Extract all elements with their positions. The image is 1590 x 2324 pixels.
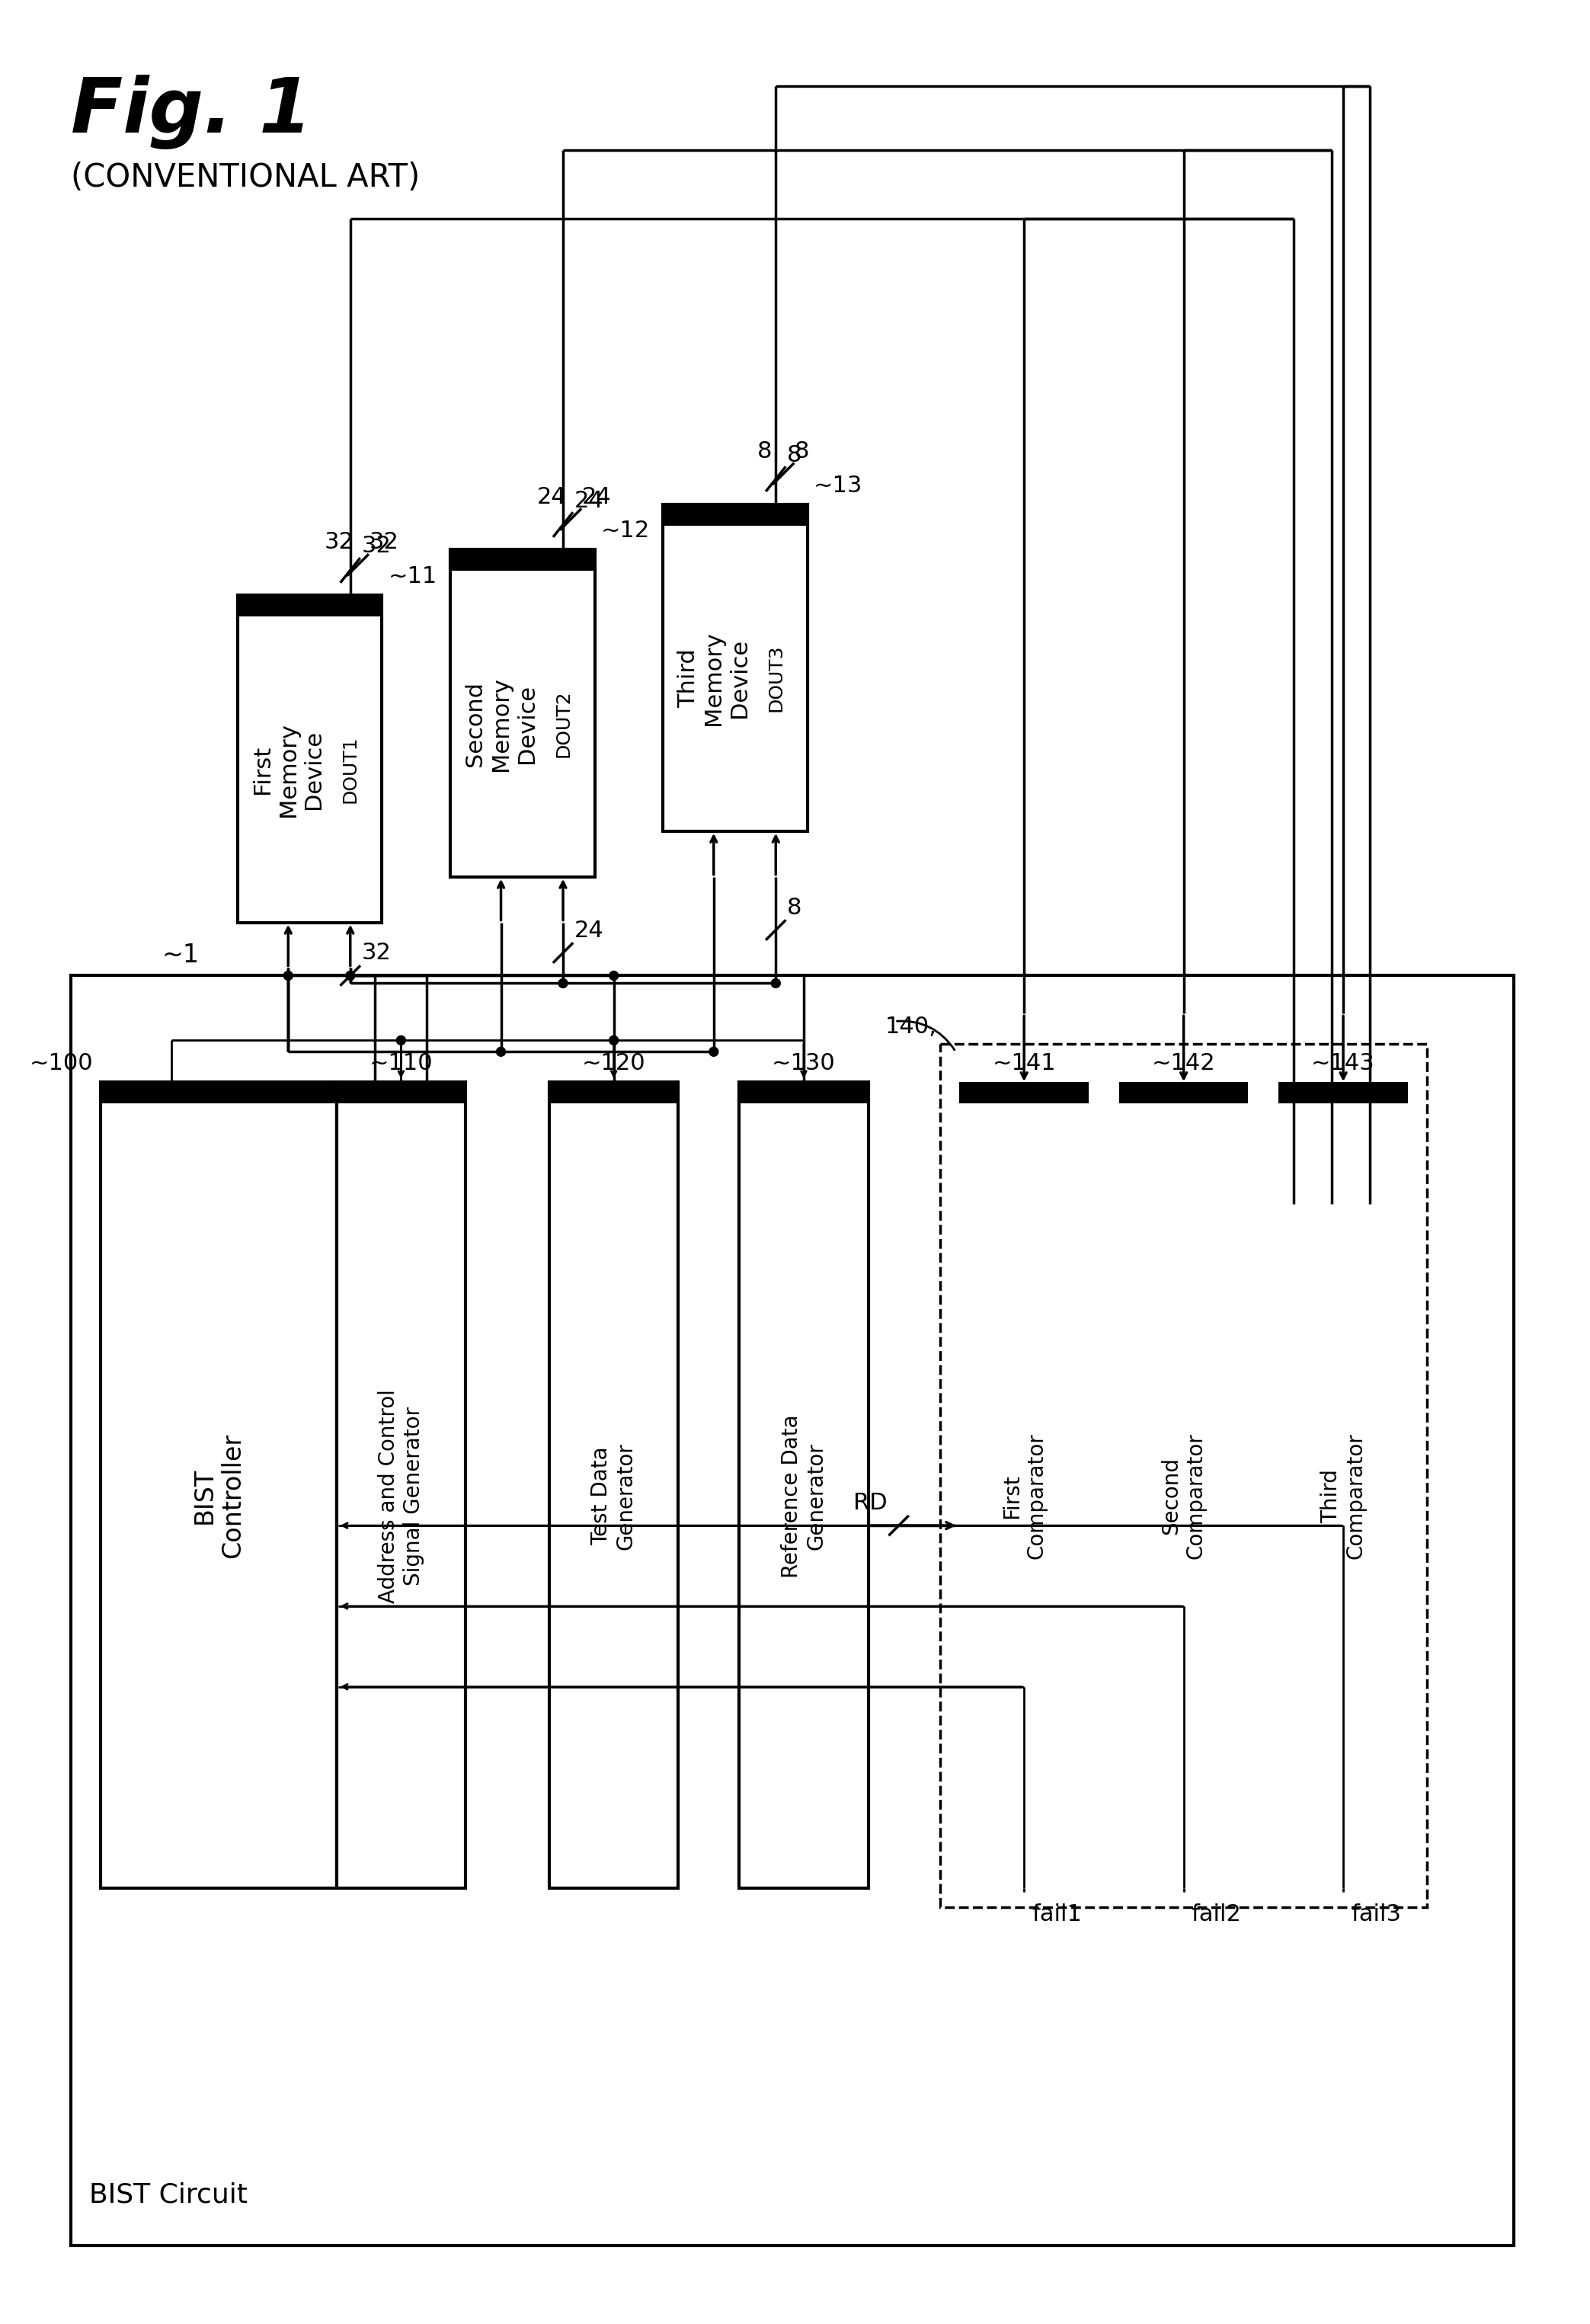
Text: 8: 8 bbox=[795, 439, 809, 462]
Circle shape bbox=[609, 971, 619, 981]
Text: First
Memory
Device: First Memory Device bbox=[251, 723, 324, 816]
Bar bbox=[549, 1083, 679, 1889]
Text: ~141: ~141 bbox=[992, 1053, 1056, 1074]
Text: Fig. 1: Fig. 1 bbox=[70, 74, 312, 149]
Text: Third
Memory
Device: Third Memory Device bbox=[677, 632, 750, 725]
Text: ~110: ~110 bbox=[369, 1053, 432, 1074]
Text: 140,: 140, bbox=[886, 1016, 937, 1039]
Text: BIST
Controller: BIST Controller bbox=[191, 1434, 246, 1559]
Circle shape bbox=[396, 1037, 405, 1046]
Text: fail1: fail1 bbox=[1032, 1903, 1081, 1927]
Text: 32: 32 bbox=[324, 532, 353, 553]
Text: ~100: ~100 bbox=[30, 1053, 94, 1074]
Text: Address and Control
Signal Generator: Address and Control Signal Generator bbox=[378, 1390, 425, 1604]
Text: ~130: ~130 bbox=[771, 1053, 836, 1074]
Text: DOUT1: DOUT1 bbox=[342, 737, 359, 804]
Text: ~120: ~120 bbox=[582, 1053, 646, 1074]
Text: ~11: ~11 bbox=[388, 565, 437, 588]
Bar bbox=[663, 504, 808, 525]
Text: 32: 32 bbox=[361, 535, 391, 558]
Bar bbox=[739, 1083, 868, 1889]
Text: ~1: ~1 bbox=[162, 944, 199, 969]
Bar bbox=[941, 1043, 1426, 1908]
Bar bbox=[450, 551, 595, 876]
Bar bbox=[337, 1083, 466, 1889]
Text: 24: 24 bbox=[574, 490, 604, 511]
Text: 24: 24 bbox=[537, 486, 566, 509]
Text: ~12: ~12 bbox=[601, 521, 650, 541]
Circle shape bbox=[709, 1048, 719, 1057]
Bar bbox=[739, 1083, 868, 1104]
Bar bbox=[450, 551, 595, 572]
Text: (CONVENTIONAL ART): (CONVENTIONAL ART) bbox=[70, 163, 420, 193]
Circle shape bbox=[771, 978, 781, 988]
Circle shape bbox=[283, 971, 293, 981]
Bar bbox=[237, 595, 382, 616]
Text: BIST Circuit: BIST Circuit bbox=[89, 2182, 248, 2208]
Text: Second
Comparator: Second Comparator bbox=[1161, 1434, 1207, 1559]
Text: DOUT2: DOUT2 bbox=[553, 690, 572, 758]
Circle shape bbox=[609, 1037, 619, 1046]
Text: 8: 8 bbox=[787, 897, 801, 918]
Bar bbox=[337, 1083, 466, 1104]
Bar bbox=[663, 504, 808, 832]
Bar bbox=[237, 595, 382, 923]
Bar bbox=[70, 976, 1514, 2245]
Circle shape bbox=[558, 978, 568, 988]
Text: 32: 32 bbox=[369, 532, 399, 553]
Text: ~142: ~142 bbox=[1151, 1053, 1215, 1074]
Text: Third
Comparator: Third Comparator bbox=[1320, 1434, 1366, 1559]
Text: RD: RD bbox=[854, 1492, 887, 1515]
Text: Test Data
Generator: Test Data Generator bbox=[591, 1443, 636, 1550]
Text: 8: 8 bbox=[787, 444, 801, 467]
Circle shape bbox=[345, 971, 355, 981]
Text: fail2: fail2 bbox=[1191, 1903, 1242, 1927]
Bar bbox=[1119, 1083, 1248, 1104]
Bar bbox=[959, 1083, 1089, 1889]
Text: Second
Memory
Device: Second Memory Device bbox=[464, 676, 537, 772]
Bar bbox=[959, 1083, 1089, 1104]
Bar bbox=[549, 1083, 679, 1104]
Bar bbox=[1278, 1083, 1407, 1889]
Bar bbox=[100, 1083, 337, 1104]
Text: ~13: ~13 bbox=[814, 474, 863, 497]
Text: fail3: fail3 bbox=[1352, 1903, 1401, 1927]
Bar bbox=[1119, 1083, 1248, 1889]
Text: 24: 24 bbox=[582, 486, 612, 509]
Bar bbox=[1278, 1083, 1407, 1104]
Text: 24: 24 bbox=[574, 920, 604, 941]
Text: 8: 8 bbox=[757, 439, 771, 462]
Text: Reference Data
Generator: Reference Data Generator bbox=[781, 1413, 827, 1578]
Text: 32: 32 bbox=[361, 941, 391, 964]
Bar bbox=[100, 1083, 337, 1889]
Text: First
Comparator: First Comparator bbox=[1002, 1434, 1048, 1559]
Circle shape bbox=[496, 1048, 506, 1057]
Text: ~143: ~143 bbox=[1312, 1053, 1375, 1074]
Text: DOUT3: DOUT3 bbox=[766, 644, 785, 711]
